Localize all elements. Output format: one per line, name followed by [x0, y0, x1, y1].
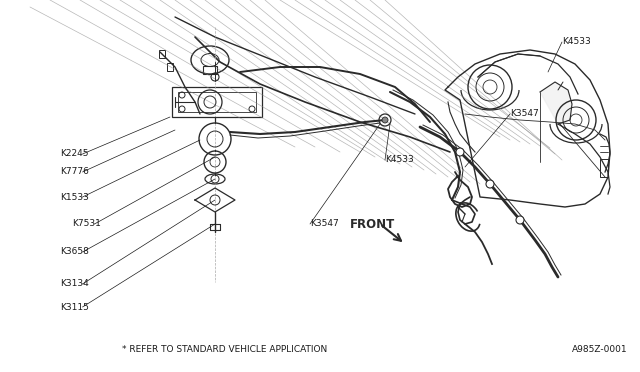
Bar — [159, 50, 165, 58]
Text: K2245: K2245 — [60, 150, 88, 158]
Circle shape — [456, 148, 464, 156]
Bar — [178, 92, 256, 112]
Text: K4533: K4533 — [562, 38, 591, 46]
Text: * REFER TO STANDARD VEHICLE APPLICATION: * REFER TO STANDARD VEHICLE APPLICATION — [122, 346, 328, 355]
Bar — [203, 66, 217, 74]
Circle shape — [486, 180, 494, 188]
Polygon shape — [540, 82, 572, 124]
Text: K4533: K4533 — [385, 155, 413, 164]
Text: K3658: K3658 — [60, 247, 89, 257]
Text: K3134: K3134 — [60, 279, 89, 289]
Circle shape — [516, 216, 524, 224]
Bar — [172, 87, 262, 117]
Text: K7531: K7531 — [72, 219, 101, 228]
Text: K3115: K3115 — [60, 302, 89, 311]
Text: K7776: K7776 — [60, 167, 89, 176]
Text: K1533: K1533 — [60, 192, 89, 202]
Text: K3547: K3547 — [510, 109, 539, 119]
Text: K3547: K3547 — [310, 219, 339, 228]
Bar — [600, 159, 608, 177]
Circle shape — [382, 117, 388, 123]
Text: A985Z-0001: A985Z-0001 — [572, 346, 628, 355]
Text: FRONT: FRONT — [350, 218, 396, 231]
Bar — [167, 63, 173, 71]
